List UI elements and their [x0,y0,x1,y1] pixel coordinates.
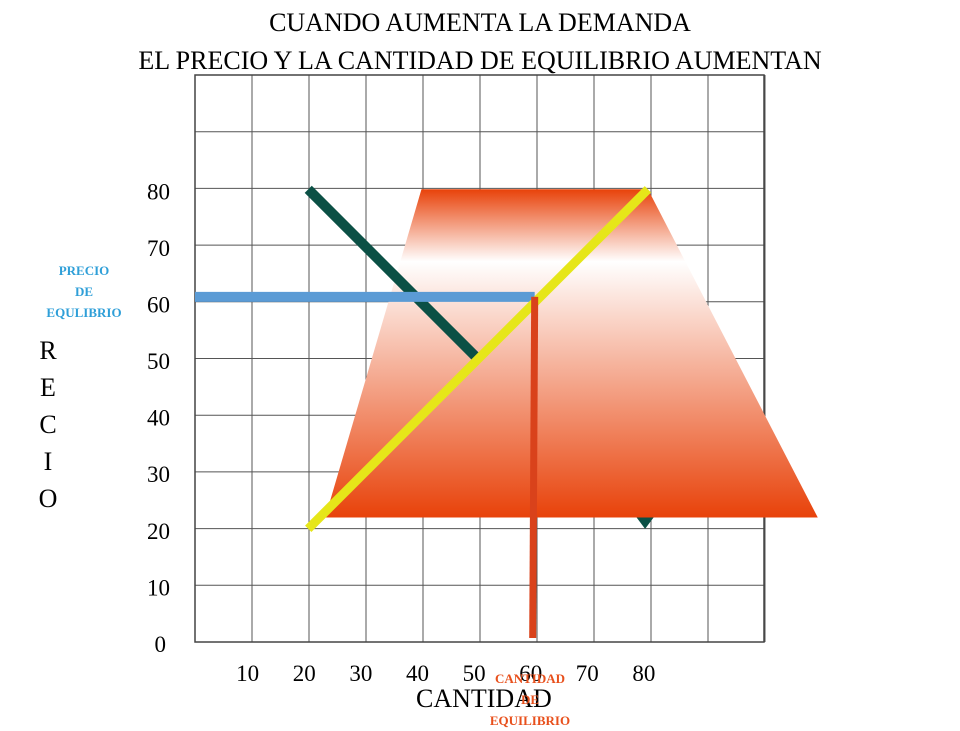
equilibrium-price-label: PRECIO DE EQULIBRIO [24,260,144,323]
y-axis-label-letter: O [38,484,58,513]
equilibrium-price-label-line-3: EQULIBRIO [46,305,122,320]
y-axis-label-letter: E [40,373,56,402]
demand-original-line [304,185,482,363]
y-tick-label: 40 [147,406,170,431]
y-tick-label: 20 [147,519,170,544]
x-tick-label: 20 [293,661,316,686]
chart-title-line-1: CUANDO AUMENTA LA DEMANDA [269,8,691,37]
series-layer [195,185,818,639]
y-tick-label: 10 [147,575,170,600]
plot-frame [194,74,765,643]
equilibrium-quantity-label-line-3: EQUILIBRIO [489,713,571,728]
y-axis-label-letter: R [39,336,57,365]
y-tick-label: 30 [147,462,170,487]
x-tick-label: 80 [632,661,655,686]
x-tick-label: 50 [463,661,486,686]
x-tick-label: 40 [406,661,429,686]
equilibrium-quantity-label-line-2: DE [520,692,540,707]
x-tick-label: 10 [236,661,259,686]
equilibrium-quantity-label: CANTIDAD DE EQUILIBRIO [470,668,590,731]
shifted-demand-area [325,189,818,518]
y-tick-label: 0 [155,632,167,657]
x-tick-label: 30 [349,661,372,686]
equilibrium-quantity-label-line-1: CANTIDAD [494,671,566,686]
tick-labels: 0 10 20 30 40 50 60 70 80 10 20 30 40 50 60 70 80 [147,179,655,686]
equilibrium-price-label-line-2: DE [74,284,94,299]
x-tick-label: 60 [519,661,542,686]
x-axis-label: CANTIDAD [416,684,552,713]
y-tick-label: 50 [147,349,170,374]
y-axis-label-letter: C [39,410,57,439]
y-tick-label: 60 [147,292,170,317]
chart-title-line-2: EL PRECIO Y LA CANTIDAD DE EQUILIBRIO AU… [138,46,822,75]
supply-line [305,186,652,533]
demand-end-marker [636,517,654,529]
y-tick-label: 70 [147,236,170,261]
y-tick-label: 80 [147,179,170,204]
equilibrium-price-label-line-1: PRECIO [58,263,110,278]
equilibrium-quantity-line [529,296,539,639]
y-axis-label-letter: I [43,447,53,476]
x-tick-label: 70 [576,661,599,686]
